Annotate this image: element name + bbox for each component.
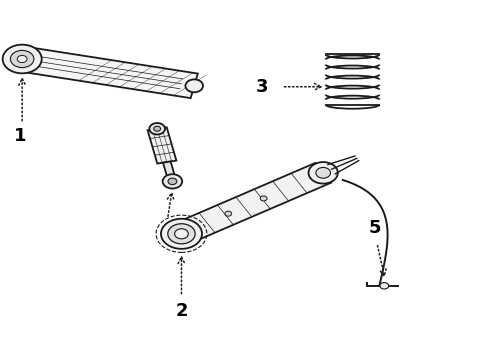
Circle shape [17,55,27,63]
Circle shape [168,178,177,185]
Polygon shape [147,127,176,163]
Text: 2: 2 [175,302,188,320]
Text: 1: 1 [13,127,26,145]
Circle shape [225,211,232,216]
Circle shape [380,283,389,289]
Circle shape [2,45,42,73]
Polygon shape [19,47,198,98]
Text: 5: 5 [368,219,381,237]
Text: 4: 4 [159,222,171,240]
Text: 3: 3 [256,78,269,96]
Circle shape [185,80,203,92]
Circle shape [168,224,195,244]
Circle shape [309,162,338,184]
Polygon shape [173,163,331,244]
Circle shape [10,50,34,68]
Circle shape [154,126,161,131]
Circle shape [260,196,267,201]
Circle shape [174,229,188,239]
Circle shape [163,174,182,189]
Circle shape [161,219,202,249]
Polygon shape [163,162,176,182]
Circle shape [149,123,165,135]
Circle shape [316,167,331,178]
